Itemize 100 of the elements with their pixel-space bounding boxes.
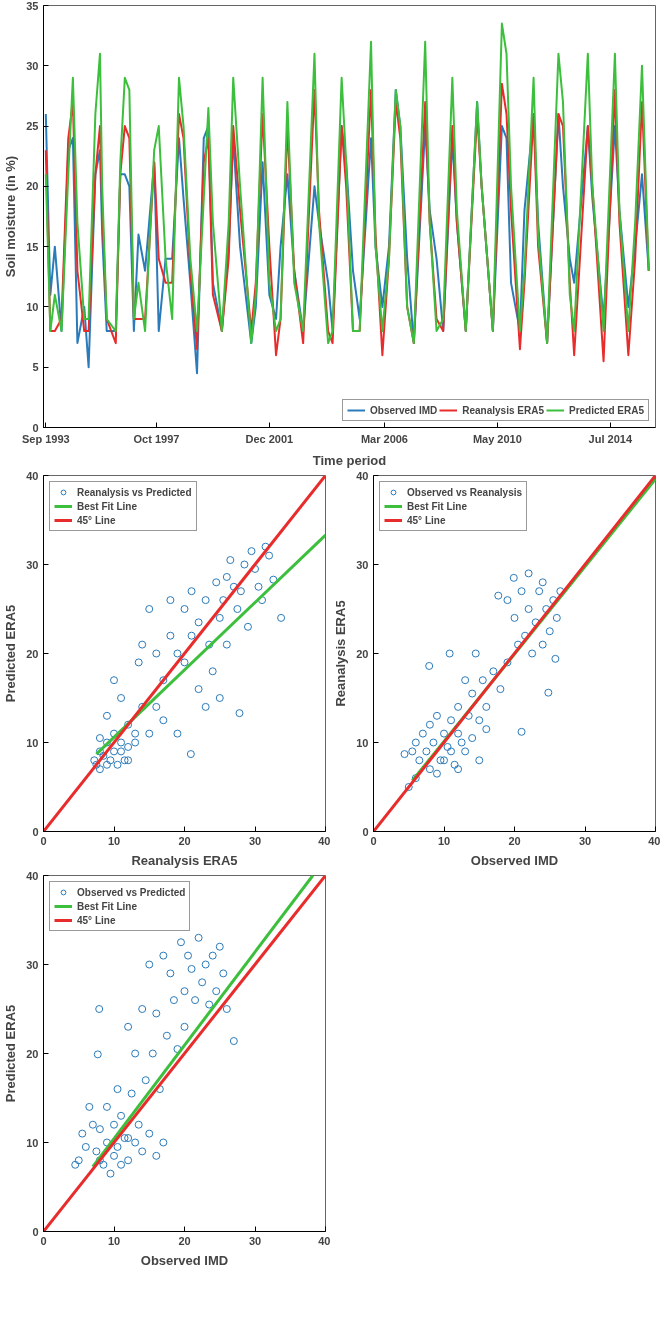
point — [113, 1142, 122, 1151]
y-tick-label: 35 — [26, 0, 39, 12]
x-tick-label: 10 — [107, 834, 121, 847]
x-tick-label: 10 — [437, 834, 451, 847]
y-tick-label: 10 — [356, 736, 369, 749]
point — [131, 1049, 140, 1058]
point — [176, 938, 185, 947]
y-tick-label: 0 — [32, 421, 39, 434]
y-tick-label: 5 — [32, 361, 39, 374]
point — [162, 1031, 171, 1040]
point — [212, 987, 221, 996]
point — [152, 1151, 161, 1160]
point — [81, 1142, 90, 1151]
y-axis-title: Reanalysis ERA5 — [333, 600, 349, 707]
legend-label: Reanalysis ERA5 — [462, 404, 544, 416]
x-tick-label: 0 — [370, 834, 377, 847]
y-tick-label: 20 — [26, 1047, 39, 1060]
point — [152, 1009, 161, 1018]
point — [198, 978, 207, 987]
y-tick-label: 30 — [26, 958, 39, 971]
y-tick-label: 20 — [356, 647, 369, 660]
y-tick-label: 20 — [26, 647, 39, 660]
x-tick-label: Dec 2001 — [245, 432, 294, 445]
y-tick-label: 25 — [26, 120, 39, 133]
point — [229, 1037, 238, 1046]
y-tick-label: 10 — [26, 300, 39, 313]
point — [85, 1102, 94, 1111]
x-axis-title: Observed IMD — [140, 1252, 229, 1268]
point — [169, 996, 178, 1005]
y-axis-title: Predicted ERA5 — [3, 1004, 19, 1103]
y-tick-label: 0 — [32, 825, 39, 838]
y-axis-title: Soil moisture (in %) — [3, 155, 19, 278]
x-axis-title: Time period — [312, 452, 387, 468]
point — [148, 1049, 157, 1058]
x-tick-label: Mar 2006 — [360, 432, 408, 445]
point — [180, 1022, 189, 1031]
point — [78, 1129, 87, 1138]
legend-label: 45° Line — [407, 514, 446, 526]
point — [113, 1085, 122, 1094]
point — [215, 942, 224, 951]
point — [184, 951, 193, 960]
y-tick-label: 0 — [32, 1225, 39, 1238]
point — [159, 1138, 168, 1147]
point — [222, 1005, 231, 1013]
x-tick-label: 0 — [40, 834, 47, 847]
legend-label: Observed vs Reanalysis — [407, 486, 523, 498]
y-tick-label: 40 — [356, 469, 369, 482]
point — [127, 1089, 136, 1098]
legend-label: 45° Line — [77, 514, 116, 526]
legend-label: 45° Line — [77, 914, 116, 926]
point — [145, 1129, 154, 1138]
x-tick-label: Oct 1997 — [133, 432, 180, 445]
point — [102, 1102, 111, 1111]
point — [194, 933, 203, 942]
point — [138, 1005, 147, 1013]
x-tick-label: Sep 1993 — [21, 432, 70, 445]
y-tick-label: 40 — [26, 469, 39, 482]
point — [124, 1134, 133, 1143]
point — [141, 1076, 150, 1085]
point — [117, 1160, 126, 1169]
y-tick-label: 15 — [26, 240, 39, 253]
point — [205, 1000, 214, 1009]
point — [117, 1111, 126, 1120]
point — [92, 1147, 101, 1156]
point — [131, 1138, 140, 1147]
x-axis-title: Reanalysis ERA5 — [131, 852, 238, 868]
x-tick-label: 40 — [648, 834, 660, 847]
point — [187, 964, 196, 973]
x-tick-label: 40 — [318, 1234, 331, 1247]
x-tick-label: 40 — [318, 834, 331, 847]
x-axis-title: Observed IMD — [470, 852, 559, 868]
point — [71, 1160, 80, 1169]
point — [93, 1050, 102, 1059]
point — [208, 951, 217, 960]
y-tick-label: 10 — [26, 736, 39, 749]
x-tick-label: 30 — [248, 1234, 262, 1247]
y-tick-label: 10 — [26, 1136, 39, 1149]
point — [201, 960, 210, 969]
legend-label: Reanalysis vs Predicted — [77, 486, 192, 498]
point — [166, 969, 175, 978]
legend-label: Best Fit Line — [77, 900, 138, 912]
legend-label: Observed vs Predicted — [77, 886, 186, 898]
y-tick-label: 30 — [26, 558, 39, 571]
point — [106, 1169, 115, 1178]
x-tick-label: May 2010 — [472, 432, 522, 445]
x-tick-label: 0 — [40, 1234, 47, 1247]
y-tick-label: 20 — [26, 180, 39, 193]
point — [159, 951, 168, 960]
x-tick-label: 20 — [178, 1234, 191, 1247]
point — [120, 1134, 129, 1143]
x-tick-label: 30 — [578, 834, 592, 847]
point — [110, 1120, 118, 1129]
x-tick-label: 20 — [508, 834, 521, 847]
legend-label: Best Fit Line — [407, 500, 468, 512]
point — [95, 1125, 104, 1134]
point — [95, 1005, 104, 1013]
point — [124, 1156, 133, 1165]
point — [88, 1120, 97, 1129]
x-tick-label: 20 — [178, 834, 191, 847]
y-tick-label: 40 — [26, 869, 39, 882]
